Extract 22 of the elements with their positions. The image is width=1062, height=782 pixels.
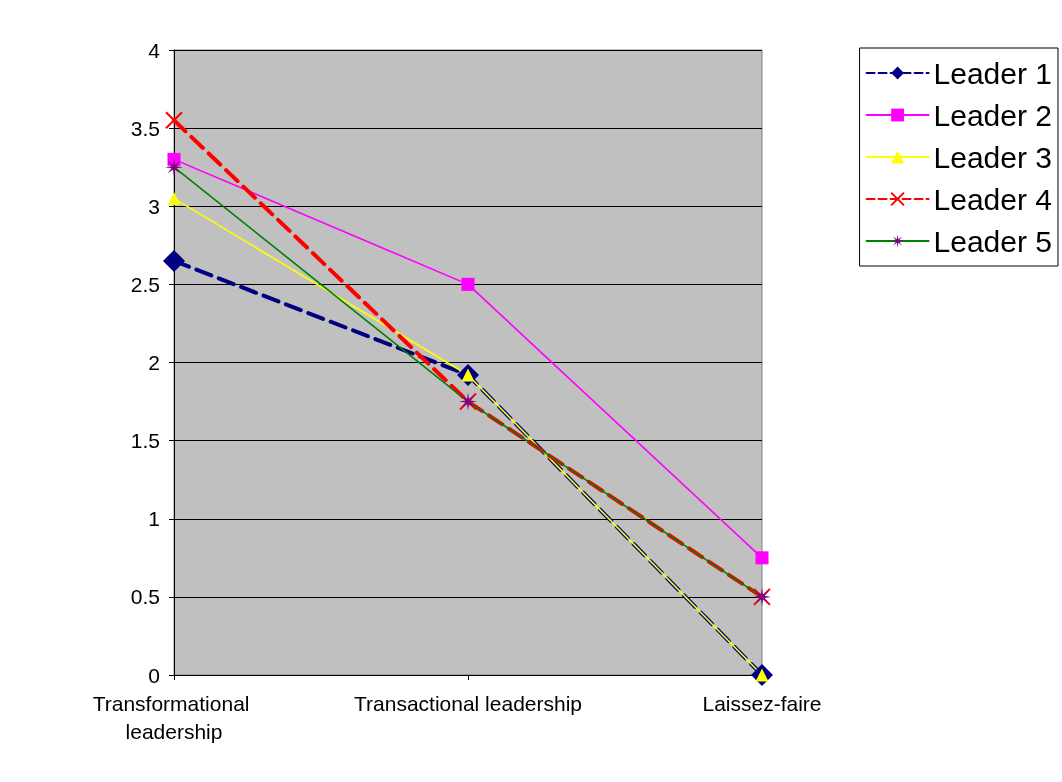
point: [165, 111, 183, 130]
point: [167, 191, 181, 205]
point: [163, 249, 185, 272]
x-tick-label: Transactional leadership: [353, 691, 583, 715]
y-tick-label: 3.5: [130, 116, 160, 140]
y-tick-label: 2: [148, 351, 160, 374]
x-tick-label: Transformational leadership: [92, 691, 256, 743]
point: [461, 277, 475, 291]
y-tick-label: 3: [148, 194, 160, 218]
y-tick-label: 4: [148, 38, 161, 62]
legend-label: Leader 2: [933, 98, 1052, 132]
point: [755, 551, 769, 565]
legend-label: Leader 3: [933, 140, 1052, 174]
legend-label: Leader 4: [933, 182, 1052, 216]
y-tick-label: 2.5: [130, 272, 160, 296]
y-tick-label: 0: [148, 663, 160, 687]
y-tick-label: 0.5: [130, 585, 160, 609]
x-tick-label: Laissez-faire: [702, 691, 822, 715]
y-tick-label: 1: [148, 507, 160, 531]
y-tick-label: 1.5: [130, 429, 160, 453]
legend-label: Leader 5: [933, 224, 1052, 258]
legend-label: Leader 1: [933, 56, 1052, 90]
